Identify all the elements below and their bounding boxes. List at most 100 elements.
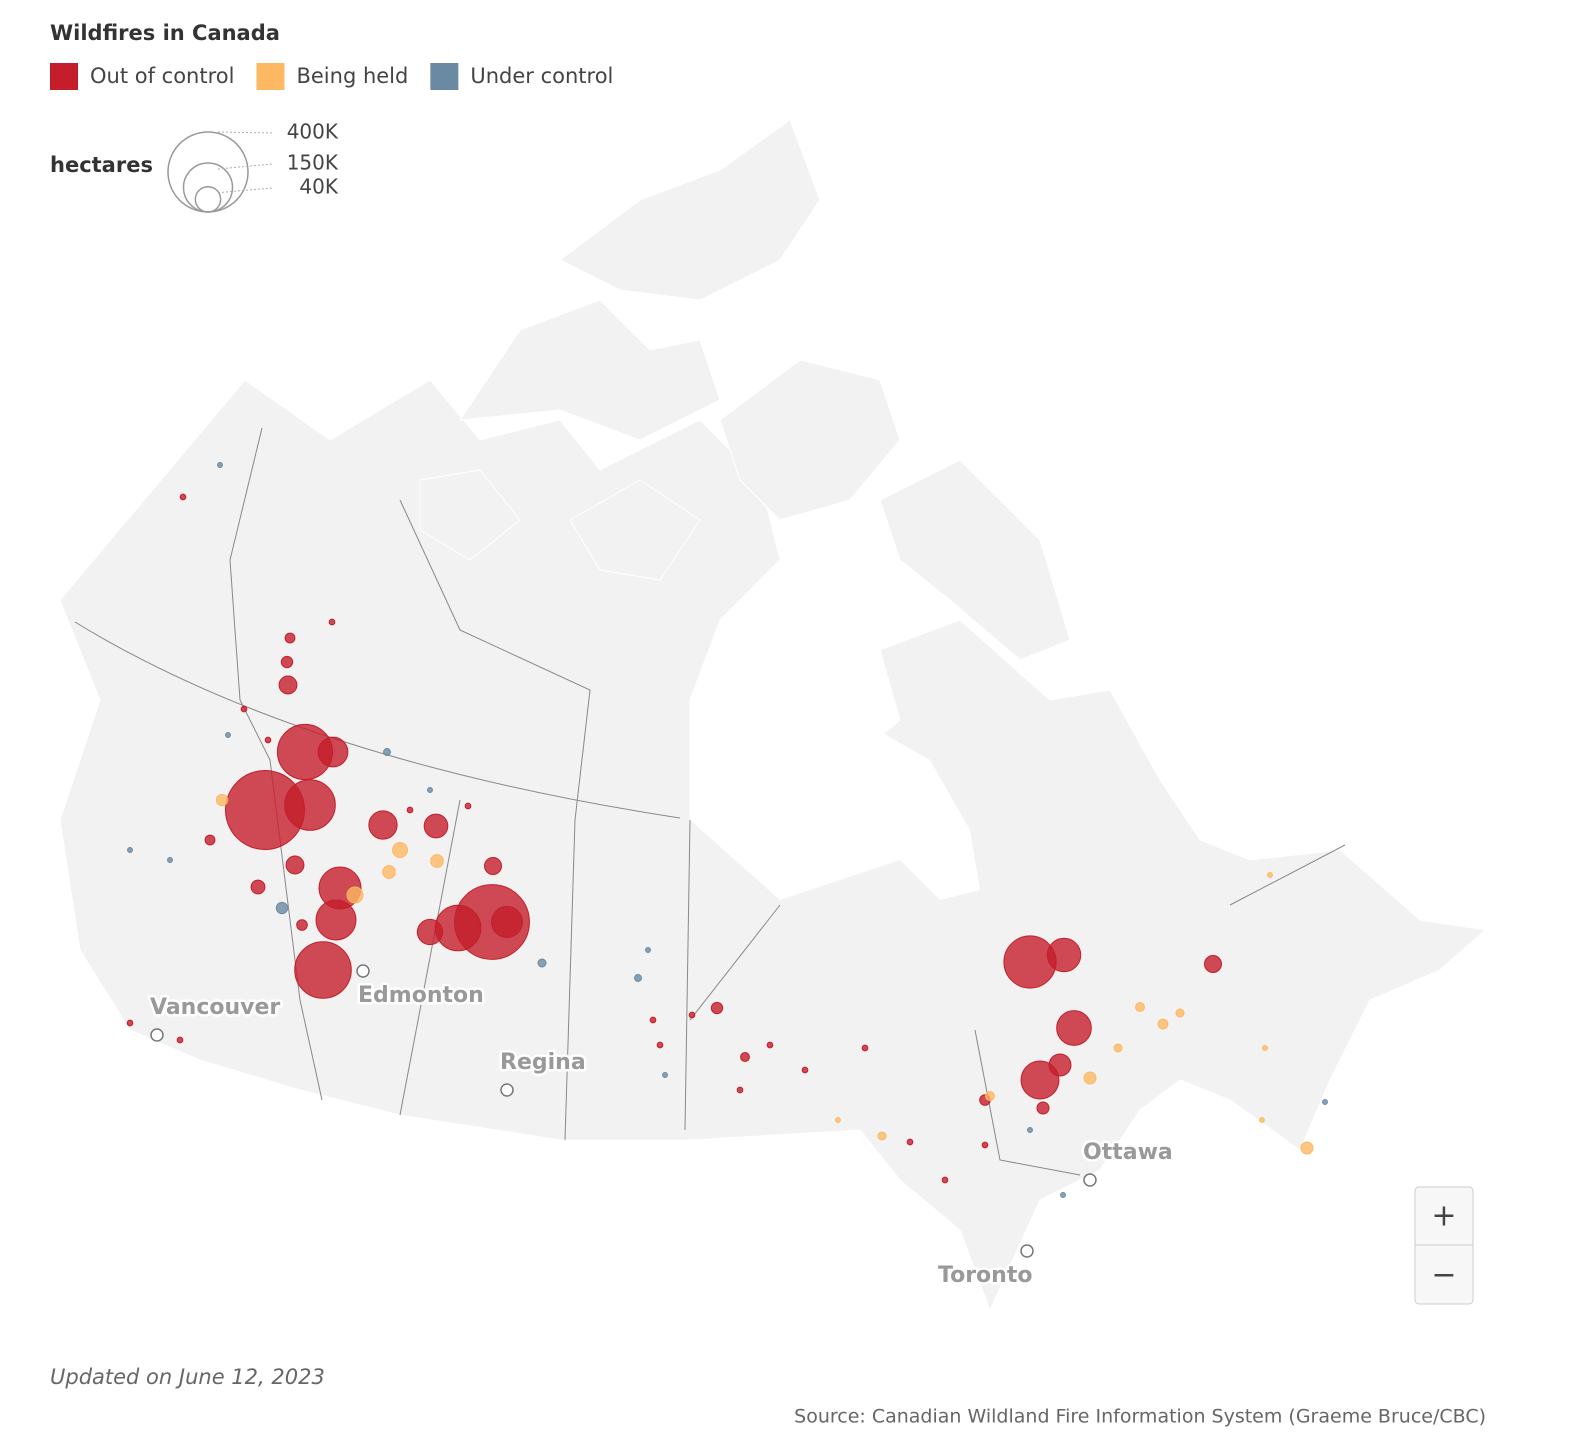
fire <box>1027 1127 1033 1133</box>
fire <box>1056 1010 1092 1046</box>
fire <box>167 857 173 863</box>
size-legend-tick: 400K <box>287 120 339 144</box>
legend-swatch <box>430 63 459 90</box>
fire <box>317 736 349 768</box>
fire <box>1322 1099 1328 1105</box>
size-legend-label: hectares <box>50 153 153 177</box>
size-legend-tick: 40K <box>299 175 338 199</box>
fire <box>484 857 502 875</box>
fire <box>981 1141 989 1149</box>
fire <box>1020 1060 1060 1100</box>
updated-note: Updated on June 12, 2023 <box>50 1365 325 1389</box>
fire <box>688 1011 696 1019</box>
fire <box>423 813 449 839</box>
size-legend-circle <box>182 162 234 213</box>
legend-label: Being held <box>296 64 408 88</box>
zoom-controls: + − <box>1414 1186 1474 1305</box>
fire <box>225 732 231 738</box>
city-marker <box>150 1028 164 1042</box>
fire <box>294 941 352 999</box>
fire <box>215 793 229 807</box>
fire <box>645 947 651 953</box>
fire <box>1204 955 1222 973</box>
fire <box>662 1072 668 1078</box>
city-label: Vancouver <box>150 995 280 1020</box>
city-marker <box>356 964 370 978</box>
fire <box>634 974 642 982</box>
fire <box>656 1041 664 1049</box>
fire <box>835 1117 841 1123</box>
fire <box>368 810 398 840</box>
fire <box>985 1091 995 1101</box>
size-legend-leader <box>217 131 273 134</box>
city-label: Toronto <box>938 1263 1032 1288</box>
fire <box>284 779 336 831</box>
fire <box>240 705 248 713</box>
fire <box>278 675 298 695</box>
legend-swatch <box>50 63 78 90</box>
size-legend-leader <box>217 163 273 170</box>
base-map <box>59 119 1487 1312</box>
city-label: Ottawa <box>1083 1140 1173 1165</box>
legend-swatch <box>256 63 285 90</box>
size-legend-circle <box>167 131 249 213</box>
fire <box>1083 1071 1097 1085</box>
fire <box>275 901 289 915</box>
fire <box>264 736 272 744</box>
fire <box>126 1019 134 1027</box>
fire <box>736 1086 744 1094</box>
fire <box>406 806 414 814</box>
fire <box>1259 1117 1265 1123</box>
size-legend-tick: 150K <box>287 151 339 175</box>
fire <box>416 918 444 946</box>
fire <box>1300 1141 1314 1155</box>
fire <box>346 886 364 904</box>
fire <box>315 899 357 941</box>
size-legend-circle <box>194 185 222 213</box>
fire <box>250 879 266 895</box>
fire <box>491 906 523 938</box>
fire <box>740 1052 750 1062</box>
fire <box>328 618 336 626</box>
fire <box>649 1016 657 1024</box>
fire <box>280 655 294 669</box>
fire <box>1175 1008 1185 1018</box>
map-title: Wildfires in Canada <box>50 21 280 45</box>
fire <box>941 1176 949 1184</box>
fire <box>284 632 296 644</box>
zoom-out[interactable]: − <box>1431 1258 1456 1293</box>
fire <box>766 1041 774 1049</box>
fire <box>537 958 547 968</box>
fire <box>464 802 472 810</box>
fire <box>861 1044 869 1052</box>
fire <box>1135 1002 1145 1012</box>
fire <box>296 919 308 931</box>
fires <box>126 462 1328 1198</box>
fire <box>1060 1192 1066 1198</box>
fire <box>204 834 216 846</box>
status-legend: Out of control Being held Under control <box>50 63 613 90</box>
fire <box>383 748 391 756</box>
legend-label: Out of control <box>90 64 234 88</box>
city-marker <box>1020 1244 1034 1258</box>
zoom-in[interactable]: + <box>1431 1199 1456 1234</box>
fire <box>1048 1053 1072 1077</box>
fire <box>427 787 433 793</box>
fire <box>1157 1018 1169 1030</box>
legend-label: Under control <box>470 64 613 88</box>
fire <box>906 1138 914 1146</box>
cities: Vancouver Edmonton Regina Ottawa Toronto <box>148 964 1175 1291</box>
fire <box>176 1036 184 1044</box>
city-label: Edmonton <box>358 983 484 1008</box>
size-legend-leader <box>217 187 273 194</box>
fire <box>1046 937 1082 973</box>
fire <box>127 847 133 853</box>
source-note: Source: Canadian Wildland Fire Informati… <box>794 1406 1486 1428</box>
city-marker <box>500 1083 514 1097</box>
fire <box>1267 872 1273 878</box>
fire <box>179 493 187 501</box>
fire <box>392 842 408 858</box>
fire <box>1036 1101 1050 1115</box>
